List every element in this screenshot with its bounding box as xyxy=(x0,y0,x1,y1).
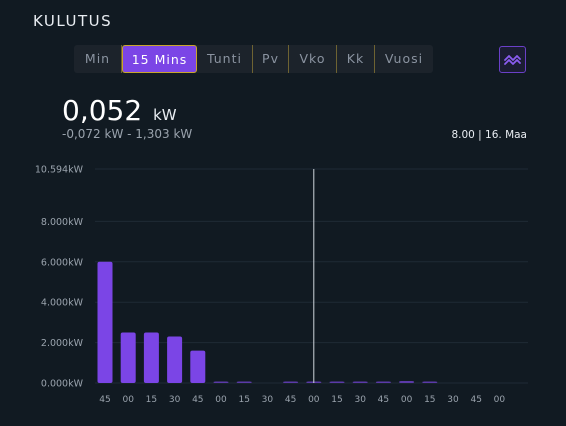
x-tick-label: 45 xyxy=(285,395,296,405)
bar xyxy=(399,380,415,383)
x-tick-label: 45 xyxy=(470,395,481,405)
bar xyxy=(97,261,113,383)
bar xyxy=(283,381,299,383)
current-power: 0,052 kW xyxy=(62,94,177,127)
x-tick-label: 15 xyxy=(424,395,435,405)
x-tick-label: 30 xyxy=(447,395,459,405)
tab-tunti[interactable]: Tunti xyxy=(197,45,253,73)
chart-mode-button[interactable] xyxy=(499,46,526,73)
current-power-unit: kW xyxy=(153,106,177,124)
double-chevron-up-icon xyxy=(504,55,521,65)
x-tick-label: 15 xyxy=(331,395,342,405)
bar xyxy=(167,336,183,383)
x-tick-label: 00 xyxy=(308,395,320,405)
tab-pv[interactable]: Pv xyxy=(253,45,289,73)
y-tick-label: 6.000kW xyxy=(41,257,84,268)
x-tick-label: 00 xyxy=(494,395,506,405)
x-tick-label: 45 xyxy=(192,395,203,405)
tab-kk[interactable]: Kk xyxy=(337,45,375,73)
y-tick-label: 10.594kW xyxy=(35,165,84,176)
x-tick-label: 00 xyxy=(215,395,227,405)
y-tick-label: 2.000kW xyxy=(41,338,84,349)
tab-min[interactable]: Min xyxy=(74,45,122,73)
x-tick-label: 45 xyxy=(378,395,389,405)
bar xyxy=(120,332,136,383)
cursor-time: 8.00 | 16. Maa xyxy=(451,129,527,141)
bar xyxy=(352,381,368,383)
tab-vuosi[interactable]: Vuosi xyxy=(384,51,424,66)
tab-vko[interactable]: Vko xyxy=(289,45,337,73)
x-tick-label: 15 xyxy=(238,395,249,405)
bar xyxy=(236,381,252,383)
bar xyxy=(329,381,345,383)
power-range: -0,072 kW - 1,303 kW xyxy=(62,127,193,141)
card-title: KULUTUS xyxy=(33,12,113,30)
x-tick-label: 00 xyxy=(401,395,413,405)
x-tick-label: 30 xyxy=(169,395,181,405)
tab-15-mins[interactable]: 15 Mins xyxy=(122,45,197,73)
bar xyxy=(422,381,438,383)
x-tick-label: 30 xyxy=(354,395,366,405)
y-tick-label: 8.000kW xyxy=(41,217,84,228)
y-tick-label: 4.000kW xyxy=(41,298,84,309)
x-tick-label: 45 xyxy=(99,395,110,405)
x-tick-label: 00 xyxy=(122,395,134,405)
current-power-value: 0,052 xyxy=(62,94,143,127)
y-tick-label: 0.000kW xyxy=(41,379,84,390)
interval-tabs: Min 15 Mins Tunti Pv Vko Kk Vuosi xyxy=(74,45,433,73)
bar xyxy=(213,381,229,383)
bar xyxy=(190,350,206,383)
x-tick-label: 30 xyxy=(262,395,274,405)
bar xyxy=(143,332,159,383)
bar xyxy=(375,381,391,383)
x-tick-label: 15 xyxy=(146,395,157,405)
